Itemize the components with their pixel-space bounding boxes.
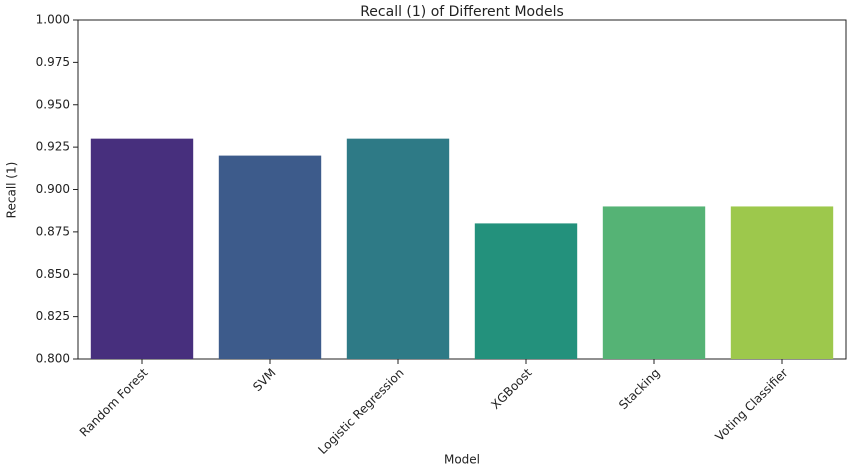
y-tick-label: 0.875 bbox=[36, 224, 70, 238]
bar bbox=[474, 223, 578, 359]
y-tick-label: 0.950 bbox=[36, 97, 70, 111]
y-tick-label: 1.000 bbox=[36, 13, 70, 27]
y-tick-label: 0.800 bbox=[36, 352, 70, 366]
bar bbox=[602, 206, 706, 359]
x-tick-label: Random Forest bbox=[77, 365, 151, 439]
bar bbox=[90, 138, 194, 359]
y-tick-label: 0.825 bbox=[36, 309, 70, 323]
y-tick-label: 0.975 bbox=[36, 55, 70, 69]
y-tick-label: 0.900 bbox=[36, 182, 70, 196]
x-tick-label: Logistic Regression bbox=[315, 366, 406, 457]
y-axis-label: Recall (1) bbox=[5, 162, 19, 219]
chart-title: Recall (1) of Different Models bbox=[360, 4, 564, 20]
x-tick-label: XGBoost bbox=[488, 365, 534, 411]
bar bbox=[346, 138, 450, 359]
bar bbox=[218, 155, 322, 359]
x-tick-label: Stacking bbox=[616, 366, 663, 413]
y-tick-label: 0.850 bbox=[36, 267, 70, 281]
bar bbox=[730, 206, 834, 359]
x-tick-label: SVM bbox=[250, 366, 278, 394]
x-tick-label: Voting Classifier bbox=[712, 366, 790, 444]
x-axis-label: Model bbox=[444, 453, 480, 467]
y-tick-label: 0.925 bbox=[36, 140, 70, 154]
